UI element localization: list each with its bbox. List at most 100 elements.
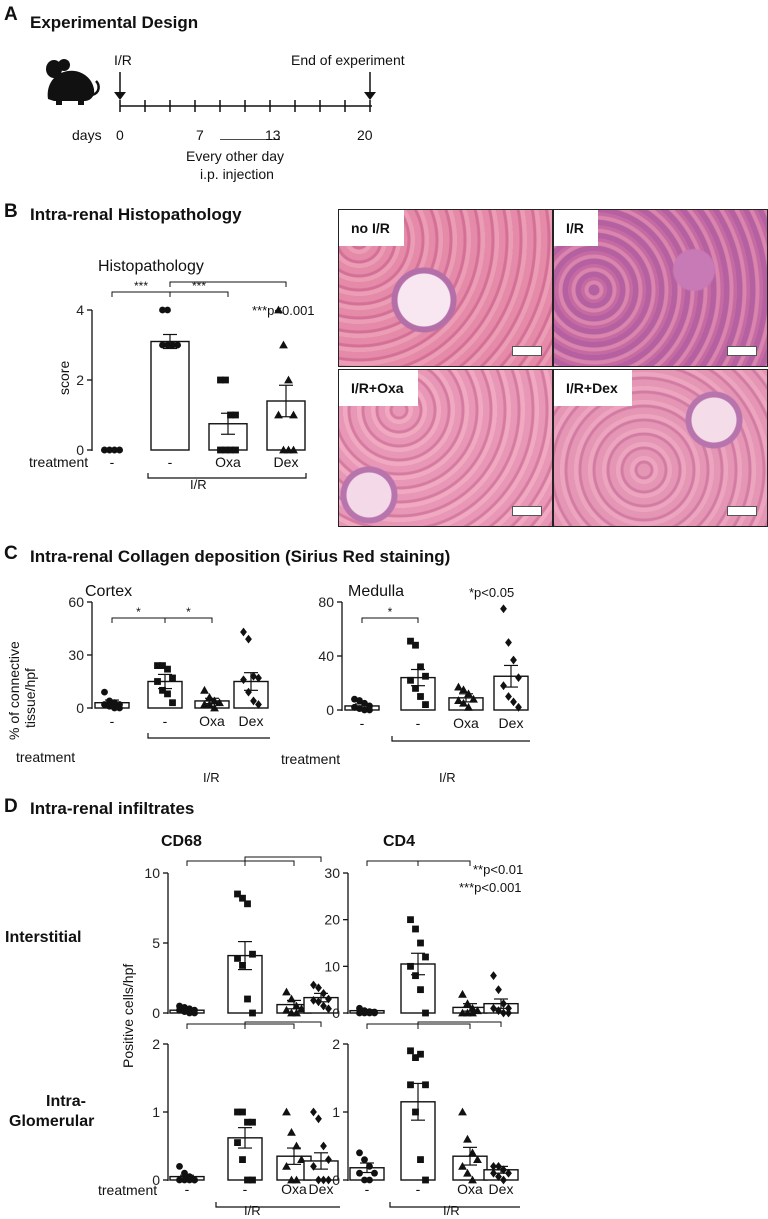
data-point	[407, 676, 414, 684]
data-point	[169, 674, 176, 682]
data-point	[111, 446, 118, 454]
data-point	[222, 376, 229, 384]
data-point	[101, 446, 108, 454]
scale-bar	[512, 506, 542, 516]
data-point	[459, 698, 468, 707]
y-tick-label: 4	[76, 302, 84, 318]
data-point	[505, 1008, 512, 1018]
data-point	[244, 995, 251, 1003]
data-point	[292, 1175, 301, 1184]
data-point	[468, 1008, 477, 1017]
data-point	[361, 699, 368, 707]
y-tick-label: 30	[324, 865, 340, 881]
histo-image-ir-dex: I/R+Dex	[553, 369, 768, 527]
data-point	[227, 446, 234, 454]
panel-d-treatment-label: treatment	[98, 1182, 158, 1198]
ir-bracket	[147, 473, 307, 479]
significance-bracket	[244, 860, 295, 866]
data-point	[106, 446, 113, 454]
data-point	[234, 1139, 241, 1146]
data-point	[315, 983, 322, 993]
data-point	[458, 1162, 467, 1170]
significance-label: ***	[452, 1020, 466, 1023]
data-point	[366, 1163, 373, 1170]
data-point	[422, 1081, 429, 1089]
data-point	[464, 702, 473, 711]
significance-label: ***	[209, 1020, 223, 1025]
data-point	[217, 376, 224, 384]
y-tick-label: 0	[76, 700, 84, 716]
data-point	[279, 340, 288, 349]
data-point	[292, 1141, 301, 1150]
histopathology-title: Histopathology	[98, 258, 204, 275]
data-point	[366, 1009, 373, 1017]
panel-d-pnote-2: ***p<0.001	[459, 880, 522, 895]
cortex-title: Cortex	[85, 583, 133, 600]
significance-label: *	[388, 605, 393, 619]
histo-image-label: I/R	[554, 210, 598, 246]
panel-a-title: Experimental Design	[30, 13, 199, 32]
panel-d-title: Intra-renal infiltrates	[30, 799, 195, 818]
data-point	[232, 411, 239, 419]
data-point	[371, 1169, 378, 1177]
y-tick-label: 40	[318, 648, 334, 664]
data-point	[217, 446, 224, 454]
data-point	[116, 446, 123, 454]
y-tick-label: 0	[152, 1172, 160, 1188]
data-point	[164, 341, 171, 349]
data-point	[249, 1176, 256, 1184]
panel-c-pnote: *p<0.05	[469, 585, 515, 600]
panel-b-title: Intra-renal Histopathology	[30, 205, 242, 224]
y-tick-label: 1	[152, 1104, 160, 1120]
data-point	[417, 986, 424, 994]
data-point	[111, 704, 118, 712]
histopathology-chart: 0 2 4 *** *** *** - - Oxa Dex	[76, 280, 307, 479]
data-point	[255, 673, 262, 683]
category-label: -	[163, 713, 168, 729]
data-point	[215, 698, 224, 707]
data-point	[468, 1175, 477, 1184]
significance-label: ***	[134, 280, 148, 293]
category-label: Oxa	[453, 715, 479, 731]
data-point	[250, 696, 257, 706]
data-point	[356, 697, 363, 704]
data-point	[169, 699, 176, 707]
data-point	[282, 987, 291, 996]
data-point	[245, 687, 252, 697]
category-label: -	[360, 715, 365, 731]
data-point	[159, 306, 166, 314]
cd4-title: CD4	[383, 833, 416, 850]
data-point	[361, 1009, 368, 1017]
data-point	[200, 685, 209, 694]
panel-d-pnote-1: **p<0.01	[473, 862, 524, 877]
data-point	[186, 1176, 193, 1184]
data-point	[159, 662, 166, 669]
significance-label: **	[278, 855, 288, 858]
data-point	[356, 1169, 363, 1177]
data-point	[274, 305, 283, 314]
data-point	[249, 1118, 256, 1126]
data-point	[407, 1081, 414, 1089]
panel-c-treatment-label-2: treatment	[281, 751, 341, 767]
data-point	[244, 1176, 251, 1184]
y-tick-label: 2	[152, 1036, 160, 1052]
data-point	[468, 1003, 477, 1012]
histo-image-ir: I/R	[553, 209, 768, 367]
data-point	[454, 696, 463, 704]
y-tick-label: 60	[68, 594, 84, 610]
end-label: End of experiment	[291, 52, 405, 68]
category-label: Dex	[309, 1181, 334, 1197]
data-point	[227, 411, 234, 419]
y-tick-label: 5	[152, 935, 160, 951]
histo-image-ir-oxa: I/R+Oxa	[338, 369, 553, 527]
significance-label: ***	[262, 855, 276, 862]
data-point	[422, 1009, 429, 1017]
data-point	[250, 671, 257, 681]
data-point	[366, 1176, 373, 1184]
row-glomerular: Glomerular	[9, 1113, 95, 1130]
y-tick-label: 80	[318, 594, 334, 610]
data-point	[320, 1001, 327, 1011]
data-point	[255, 700, 262, 709]
data-point	[176, 1176, 183, 1184]
